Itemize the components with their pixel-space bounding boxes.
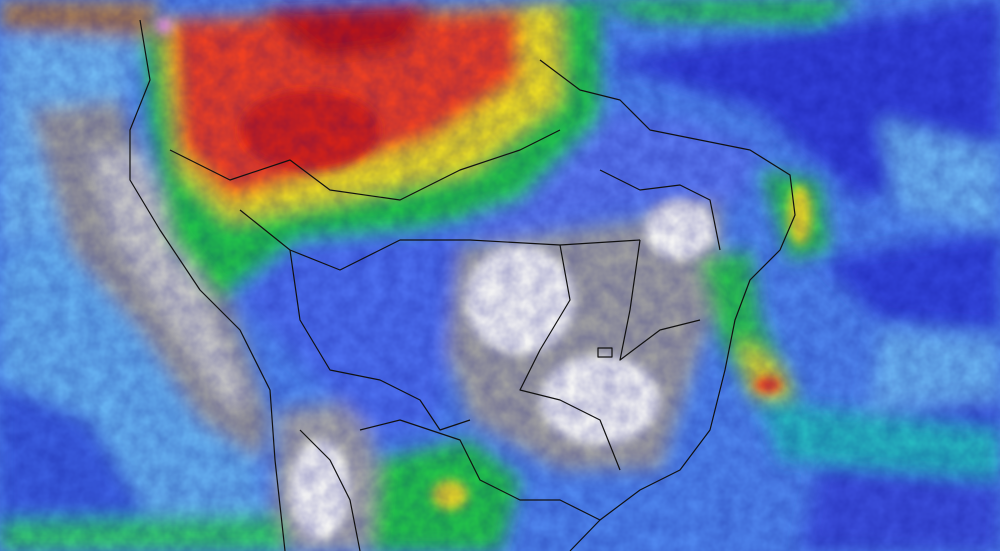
border: [299, 429, 361, 551]
border: [519, 244, 621, 471]
coastline-west: [129, 19, 286, 551]
borders: [129, 19, 796, 551]
coastline-east: [539, 59, 796, 551]
border: [359, 419, 601, 521]
border: [169, 129, 561, 201]
federal-district: [597, 347, 613, 358]
border: [619, 239, 701, 361]
border: [289, 249, 471, 431]
border: [599, 169, 721, 251]
